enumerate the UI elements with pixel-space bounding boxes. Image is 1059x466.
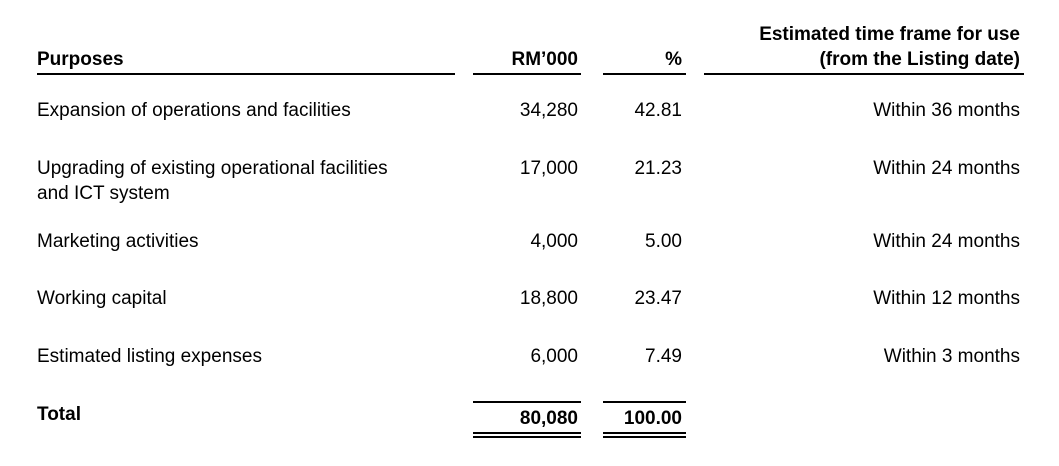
header-timeframe-line1: Estimated time frame for use [759,24,1020,45]
total-topline-rm [473,401,581,403]
row-timeframe: Within 24 months [873,231,1020,252]
header-underline-rm [473,73,581,75]
row-percent: 23.47 [634,288,682,309]
row-timeframe: Within 12 months [873,288,1020,309]
total-percent: 100.00 [623,408,682,429]
header-timeframe-line2: (from the Listing date) [819,49,1020,70]
row-rm: 34,280 [519,100,578,121]
row-purpose: Marketing activities [37,231,199,252]
total-double-underline-percent-2 [603,436,686,438]
row-rm: 18,800 [519,288,578,309]
total-double-underline-percent-1 [603,432,686,434]
header-percent: % [665,49,682,70]
header-underline-purposes [37,73,455,75]
total-label: Total [37,404,81,425]
total-rm: 80,080 [519,408,578,429]
row-percent: 7.49 [645,346,682,367]
row-timeframe: Within 36 months [873,100,1020,121]
total-double-underline-rm-1 [473,432,581,434]
row-purpose: Estimated listing expenses [37,346,262,367]
row-purpose: Working capital [37,288,167,309]
header-underline-percent [603,73,686,75]
row-purpose-line1: Upgrading of existing operational facili… [37,158,388,179]
row-rm: 6,000 [530,346,578,367]
header-underline-timeframe [704,73,1024,75]
row-purpose: Expansion of operations and facilities [37,100,351,121]
row-percent: 42.81 [634,100,682,121]
row-timeframe: Within 3 months [883,346,1020,367]
header-purposes: Purposes [37,49,124,70]
row-percent: 21.23 [634,158,682,179]
row-purpose-line2: and ICT system [37,183,170,204]
row-percent: 5.00 [645,231,682,252]
total-double-underline-rm-2 [473,436,581,438]
row-rm: 17,000 [519,158,578,179]
row-rm: 4,000 [530,231,578,252]
row-timeframe: Within 24 months [873,158,1020,179]
header-rm: RM’000 [511,49,578,70]
total-topline-percent [603,401,686,403]
